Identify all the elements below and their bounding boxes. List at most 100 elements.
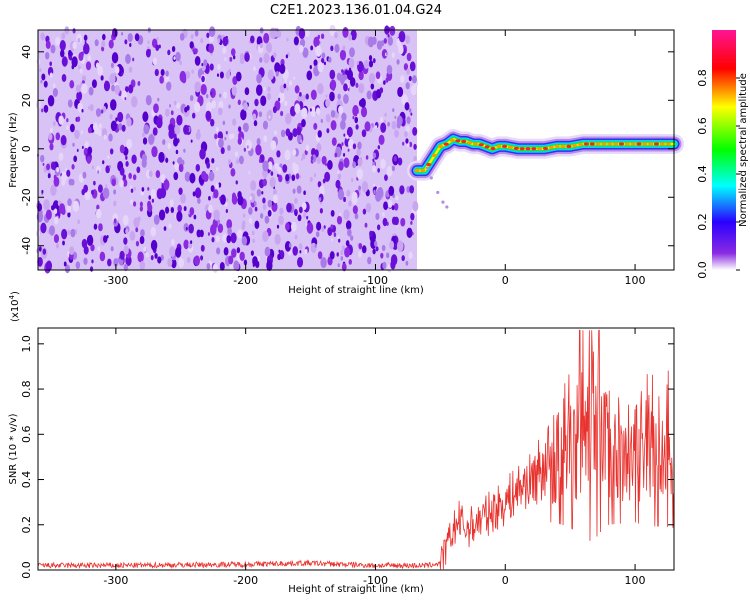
noise-blob xyxy=(128,66,133,73)
noise-blob xyxy=(352,105,359,117)
noise-blob xyxy=(228,104,231,109)
noise-blob xyxy=(395,195,399,201)
noise-blob xyxy=(100,109,104,114)
noise-blob xyxy=(292,149,297,156)
noise-blob xyxy=(263,135,268,142)
noise-blob xyxy=(380,158,386,169)
noise-blob xyxy=(316,143,322,152)
noise-blob xyxy=(132,174,137,181)
noise-blob xyxy=(53,234,60,243)
noise-blob xyxy=(357,157,363,167)
noise-blob xyxy=(103,134,107,140)
noise-blob xyxy=(72,28,76,34)
noise-blob xyxy=(135,240,140,247)
noise-blob xyxy=(381,49,388,59)
noise-blob xyxy=(297,214,302,222)
noise-blob xyxy=(256,73,262,84)
noise-blob xyxy=(189,94,194,102)
noise-blob xyxy=(87,54,92,62)
noise-blob xyxy=(293,76,296,80)
noise-blob xyxy=(297,93,303,104)
signal-peak xyxy=(478,143,484,147)
y-multiplier-label: (x104) xyxy=(8,291,21,322)
snr-frame xyxy=(37,327,675,571)
noise-blob xyxy=(38,246,42,252)
noise-blob xyxy=(97,65,104,76)
noise-blob xyxy=(200,244,205,252)
noise-blob xyxy=(184,171,191,182)
noise-blob xyxy=(156,117,163,129)
noise-blob xyxy=(58,152,64,161)
noise-blob xyxy=(412,127,418,136)
noise-blob xyxy=(276,224,280,229)
noise-blob xyxy=(228,255,234,265)
top-x-tick-label: -300 xyxy=(103,274,128,287)
noise-blob xyxy=(169,246,176,258)
noise-blob xyxy=(267,86,271,93)
noise-blob xyxy=(276,150,281,158)
noise-blob xyxy=(124,97,127,101)
noise-blob xyxy=(61,207,66,216)
noise-blob xyxy=(45,51,50,60)
noise-blob xyxy=(49,61,52,66)
noise-blob xyxy=(333,232,337,237)
noise-blob xyxy=(137,81,141,86)
noise-blob xyxy=(279,63,286,75)
noise-blob xyxy=(37,256,43,267)
noise-blob xyxy=(159,75,164,84)
noise-blob xyxy=(260,95,267,107)
signal-peak xyxy=(624,142,630,146)
noise-blob xyxy=(274,130,277,135)
noise-blob xyxy=(373,240,378,247)
noise-blob xyxy=(392,108,395,113)
noise-blob xyxy=(400,217,406,227)
noise-blob xyxy=(343,133,346,137)
noise-blob xyxy=(89,266,94,272)
noise-blob xyxy=(76,148,79,152)
noise-blob xyxy=(45,40,51,49)
noise-blob xyxy=(387,199,393,208)
noise-blob xyxy=(313,173,317,178)
signal-peak xyxy=(502,144,508,148)
noise-blob xyxy=(337,170,340,174)
noise-blob xyxy=(68,49,72,57)
noise-blob xyxy=(330,109,336,118)
noise-blob xyxy=(249,192,256,203)
noise-blob xyxy=(168,128,175,140)
noise-blob xyxy=(313,122,318,130)
noise-blob xyxy=(52,83,56,89)
noise-blob xyxy=(50,44,56,54)
noise-blob xyxy=(226,235,232,244)
noise-blob xyxy=(343,93,349,104)
noise-blob xyxy=(327,227,333,236)
noise-blob xyxy=(275,70,279,77)
noise-blob xyxy=(310,45,314,51)
noise-blob xyxy=(131,96,138,108)
noise-blob xyxy=(242,213,246,218)
noise-blob xyxy=(183,239,189,250)
signal-peak xyxy=(461,139,467,144)
noise-blob xyxy=(115,66,120,74)
noise-blob xyxy=(126,117,132,127)
noise-blob xyxy=(241,236,248,246)
noise-blob xyxy=(185,227,188,231)
signal-scatter-dot xyxy=(429,176,433,180)
noise-blob xyxy=(299,243,303,250)
noise-blob xyxy=(98,123,102,129)
noise-blob xyxy=(362,208,367,215)
noise-blob xyxy=(338,238,341,243)
noise-blob xyxy=(402,141,405,146)
noise-blob xyxy=(386,252,390,259)
noise-blob xyxy=(180,193,186,204)
noise-blob xyxy=(212,218,218,228)
noise-blob xyxy=(125,155,128,160)
noise-blob xyxy=(294,85,300,94)
noise-blob xyxy=(130,188,134,193)
noise-blob xyxy=(120,31,124,36)
noise-blob xyxy=(292,128,298,138)
noise-blob xyxy=(243,259,248,266)
noise-blob xyxy=(59,49,65,58)
noise-blob xyxy=(386,166,393,177)
noise-blob xyxy=(199,148,206,160)
noise-blob xyxy=(59,40,66,51)
